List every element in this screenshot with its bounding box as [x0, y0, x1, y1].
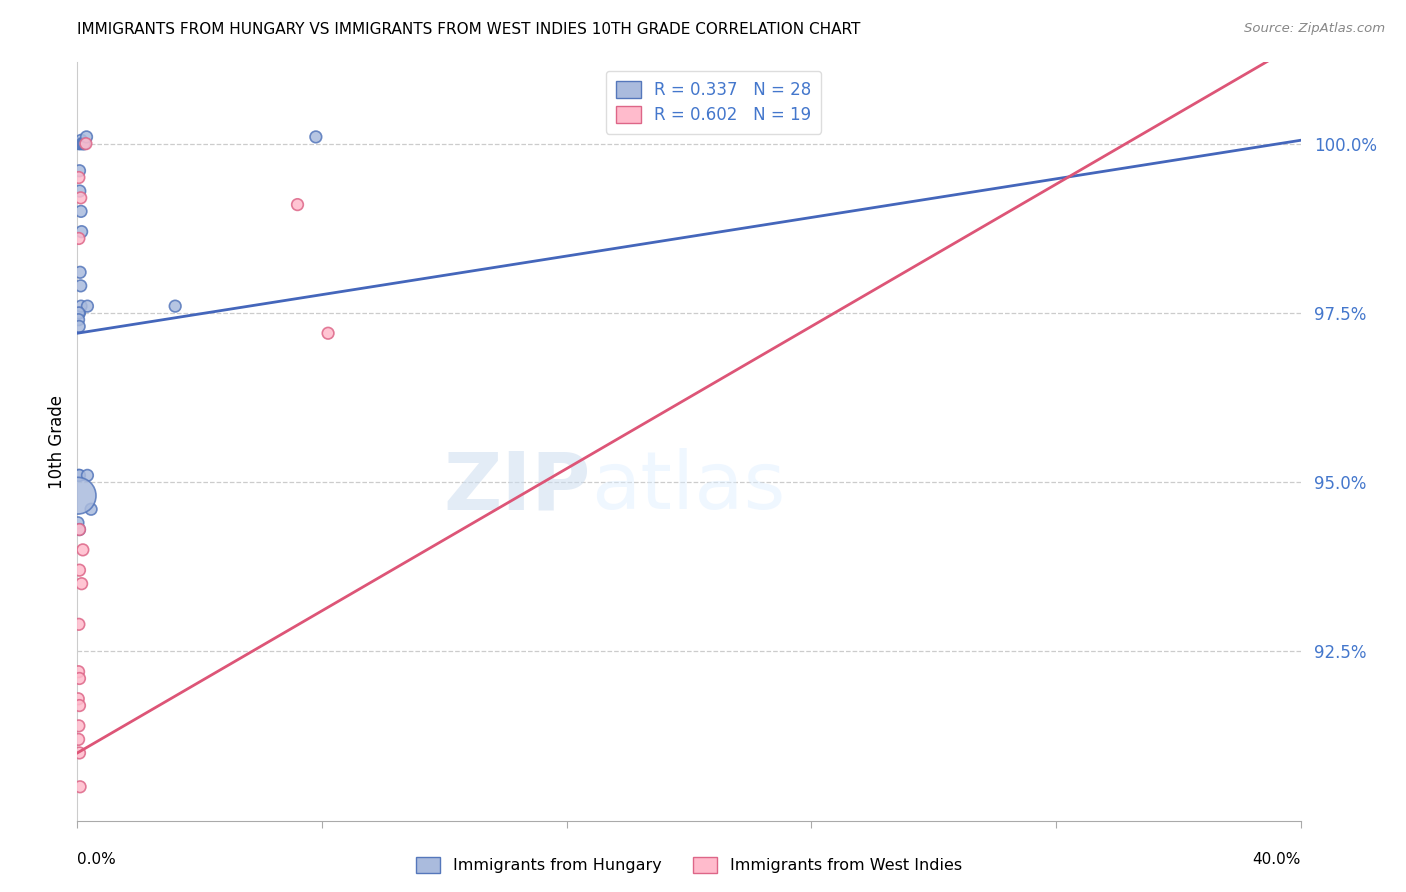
Point — [69, 698, 91, 713]
Point — [69, 184, 91, 198]
Point — [69, 136, 91, 151]
Point — [69, 306, 91, 320]
Point — [67, 306, 90, 320]
Point — [69, 563, 91, 577]
Point — [67, 319, 90, 334]
Point — [67, 719, 90, 733]
Point — [67, 231, 90, 245]
Point — [66, 516, 89, 530]
Point — [69, 746, 91, 760]
Point — [70, 225, 93, 239]
Point — [67, 136, 90, 151]
Text: IMMIGRANTS FROM HUNGARY VS IMMIGRANTS FROM WEST INDIES 10TH GRADE CORRELATION CH: IMMIGRANTS FROM HUNGARY VS IMMIGRANTS FR… — [77, 22, 860, 37]
Point — [70, 133, 93, 147]
Point — [69, 672, 91, 686]
Point — [69, 780, 91, 794]
Point — [67, 732, 90, 747]
Point — [67, 170, 90, 185]
Point — [70, 576, 93, 591]
Legend: R = 0.337   N = 28, R = 0.602   N = 19: R = 0.337 N = 28, R = 0.602 N = 19 — [606, 70, 821, 134]
Y-axis label: 10th Grade: 10th Grade — [48, 394, 66, 489]
Point — [69, 523, 91, 537]
Point — [76, 468, 98, 483]
Text: 40.0%: 40.0% — [1253, 852, 1301, 867]
Legend: Immigrants from Hungary, Immigrants from West Indies: Immigrants from Hungary, Immigrants from… — [409, 850, 969, 880]
Text: ZIP: ZIP — [444, 448, 591, 526]
Point — [287, 197, 309, 211]
Point — [69, 278, 91, 293]
Point — [305, 129, 328, 144]
Point — [69, 468, 91, 483]
Point — [70, 204, 93, 219]
Point — [67, 617, 90, 632]
Point — [165, 299, 187, 313]
Point — [76, 299, 98, 313]
Point — [72, 136, 94, 151]
Point — [75, 136, 97, 151]
Point — [67, 468, 90, 483]
Point — [69, 163, 91, 178]
Point — [80, 502, 103, 516]
Text: 0.0%: 0.0% — [77, 852, 117, 867]
Point — [66, 489, 89, 503]
Point — [72, 542, 94, 557]
Point — [70, 136, 93, 151]
Point — [69, 523, 91, 537]
Point — [67, 665, 90, 679]
Point — [69, 265, 91, 279]
Point — [67, 691, 90, 706]
Text: Source: ZipAtlas.com: Source: ZipAtlas.com — [1244, 22, 1385, 36]
Point — [69, 191, 91, 205]
Point — [76, 129, 98, 144]
Point — [316, 326, 339, 341]
Text: atlas: atlas — [591, 448, 786, 526]
Point — [73, 136, 96, 151]
Point — [67, 312, 90, 326]
Point — [70, 299, 93, 313]
